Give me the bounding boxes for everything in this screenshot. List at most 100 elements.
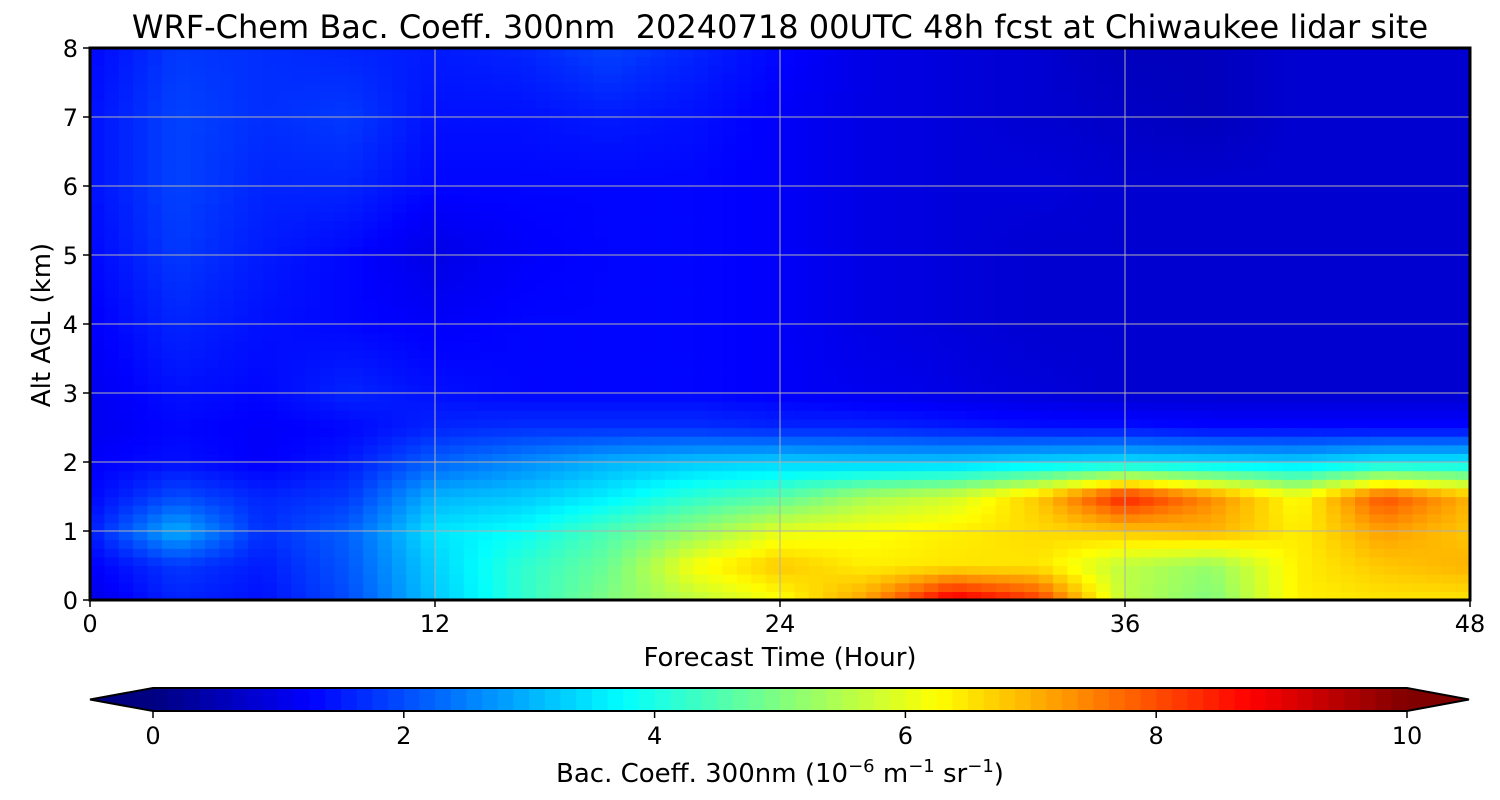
heatmap-cell (851, 393, 867, 403)
heatmap-cell (1038, 513, 1054, 523)
heatmap-cell (708, 565, 724, 575)
heatmap-cell (391, 393, 407, 403)
heatmap-cell (1110, 487, 1126, 498)
heatmap-cell (176, 496, 192, 506)
heatmap-cell (708, 289, 724, 299)
heatmap-cell (248, 315, 264, 325)
heatmap-cell (147, 332, 163, 342)
heatmap-cell (1053, 462, 1069, 472)
heatmap-cell (923, 151, 939, 161)
heatmap-cell (535, 151, 551, 161)
heatmap-cell (1254, 591, 1270, 601)
heatmap-cell (1182, 229, 1198, 239)
heatmap-cell (291, 324, 307, 334)
heatmap-cell (205, 255, 220, 265)
heatmap-cell (205, 160, 220, 170)
heatmap-cell (966, 272, 982, 282)
heatmap-cell (1038, 444, 1054, 454)
heatmap-cell (190, 531, 206, 541)
heatmap-cell (1326, 479, 1342, 489)
heatmap-cell (391, 574, 407, 584)
heatmap-cell (1053, 436, 1069, 446)
heatmap-cell (607, 531, 623, 541)
heatmap-cell (1096, 531, 1112, 541)
heatmap-cell (794, 168, 810, 178)
heatmap-cell (190, 539, 206, 549)
heatmap-cell (1096, 393, 1112, 403)
heatmap-cell (751, 462, 767, 472)
heatmap-cell (1297, 289, 1313, 299)
heatmap-cell (104, 315, 120, 325)
heatmap-cell (1125, 289, 1140, 299)
heatmap-cell (262, 556, 278, 567)
heatmap-cell (118, 255, 134, 265)
heatmap-cell (348, 341, 364, 351)
heatmap-cell (1326, 393, 1342, 403)
heatmap-cell (492, 453, 508, 463)
heatmap-cell (1153, 556, 1169, 567)
heatmap-cell (880, 531, 896, 541)
heatmap-cell (1455, 574, 1471, 584)
heatmap-cell (291, 332, 307, 342)
heatmap-cell (1096, 548, 1112, 558)
heatmap-cell (1369, 591, 1385, 601)
heatmap-cell (420, 332, 436, 342)
heatmap-cell (1369, 436, 1385, 446)
heatmap-cell (521, 280, 537, 291)
heatmap-cell (765, 565, 781, 575)
heatmap-cell (90, 246, 105, 256)
heatmap-cell (765, 556, 781, 567)
heatmap-cell (377, 418, 393, 429)
heatmap-cell (837, 522, 853, 532)
heatmap-cell (1139, 556, 1155, 567)
heatmap-cell (780, 539, 795, 549)
heatmap-cell (593, 565, 609, 575)
heatmap-cell (1196, 272, 1212, 282)
heatmap-cell (751, 168, 767, 178)
heatmap-cell (550, 177, 565, 187)
heatmap-cell (564, 496, 580, 506)
heatmap-cell (837, 324, 853, 334)
heatmap-cell (90, 324, 105, 334)
heatmap-cell (1024, 548, 1040, 558)
heatmap-cell (348, 548, 364, 558)
heatmap-cell (363, 582, 379, 592)
heatmap-cell (823, 539, 839, 549)
heatmap-cell (521, 255, 537, 265)
heatmap-cell (1196, 565, 1212, 575)
heatmap-cell (794, 462, 810, 472)
heatmap-cell (1182, 565, 1198, 575)
heatmap-cell (1412, 358, 1428, 368)
heatmap-cell (233, 194, 249, 204)
heatmap-cell (751, 349, 767, 360)
heatmap-cell (1311, 505, 1327, 515)
heatmap-cell (593, 298, 609, 308)
heatmap-cell (1455, 522, 1471, 532)
heatmap-cell (593, 548, 609, 558)
heatmap-cell (1398, 315, 1414, 325)
heatmap-cell (593, 531, 609, 541)
heatmap-cell (578, 548, 594, 558)
heatmap-cell (521, 436, 537, 446)
heatmap-cell (1268, 375, 1284, 385)
heatmap-cell (291, 341, 307, 351)
heatmap-cell (837, 367, 853, 377)
heatmap-cell (1010, 194, 1025, 204)
heatmap-cell (205, 401, 220, 411)
heatmap-cell (550, 349, 565, 360)
heatmap-cell (449, 220, 465, 230)
heatmap-cell (104, 349, 120, 360)
heatmap-cell (133, 263, 149, 273)
heatmap-cell (1297, 332, 1313, 342)
heatmap-cell (1067, 220, 1083, 230)
heatmap-cell (406, 324, 422, 334)
heatmap-cell (1355, 246, 1370, 256)
heatmap-cell (1168, 479, 1184, 489)
heatmap-cell (219, 315, 235, 325)
heatmap-cell (952, 289, 968, 299)
heatmap-cell (1268, 436, 1284, 446)
heatmap-cell (1426, 298, 1442, 308)
heatmap-cell (1225, 479, 1241, 489)
heatmap-cell (1196, 220, 1212, 230)
heatmap-cell (736, 237, 752, 247)
